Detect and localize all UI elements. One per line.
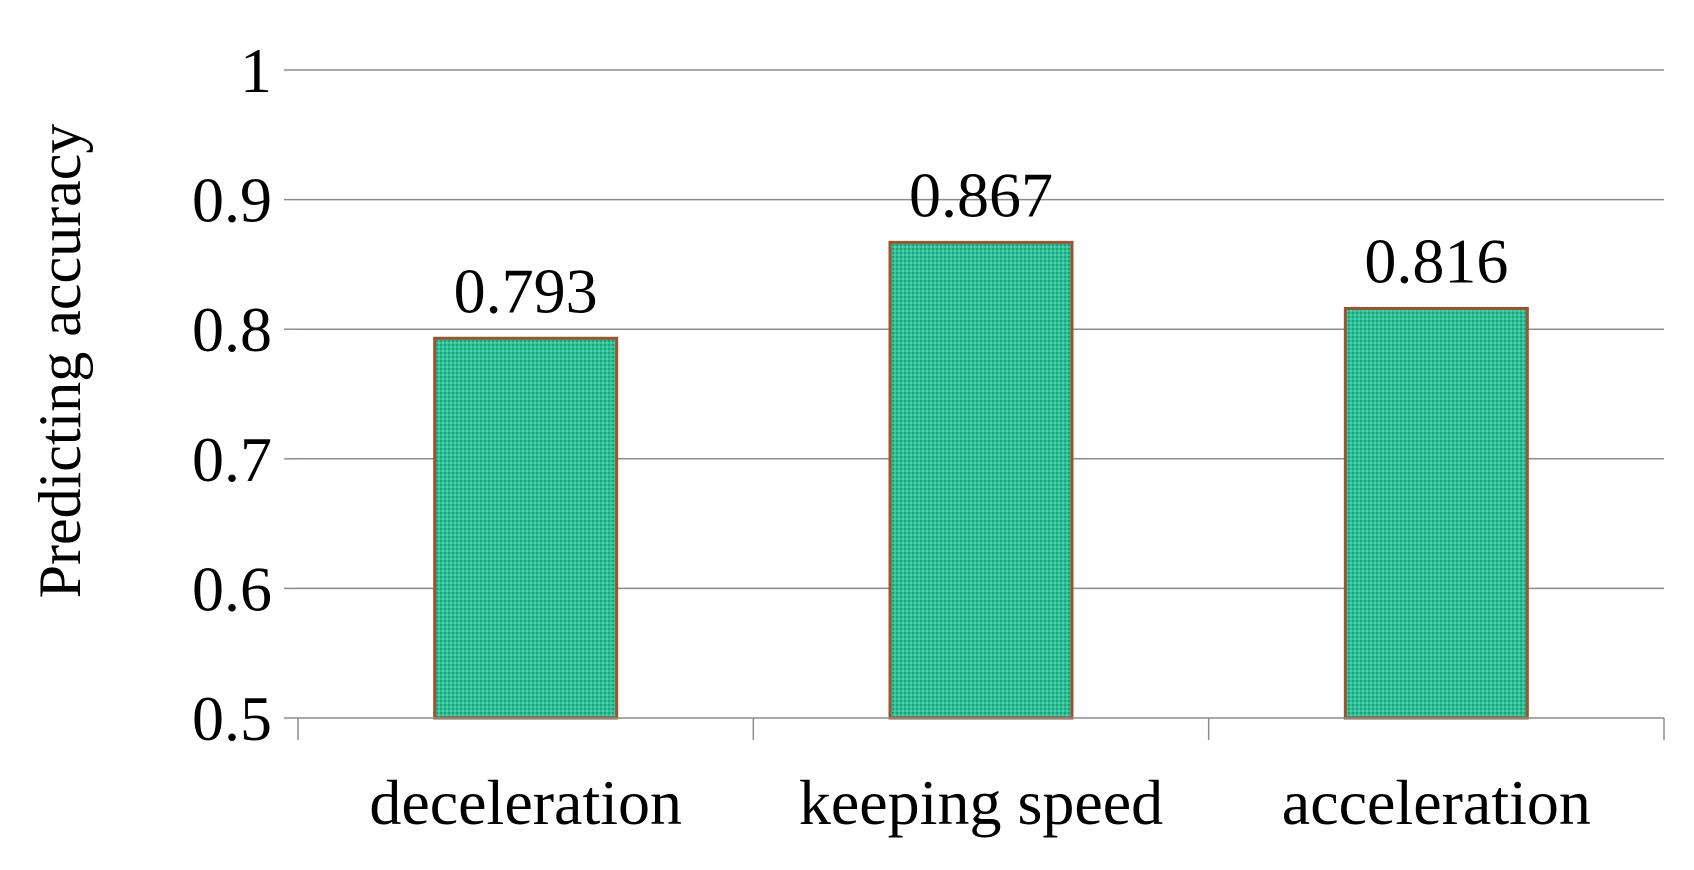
- y-tick-label: 0.5: [192, 683, 272, 754]
- data-label: 0.867: [909, 159, 1053, 230]
- bars: [433, 240, 1529, 720]
- category-label: deceleration: [369, 767, 682, 838]
- bar-deceleration: [433, 336, 619, 720]
- axes: [284, 69, 1665, 740]
- data-label: 0.793: [454, 255, 598, 326]
- y-tick-label: 0.8: [192, 294, 272, 365]
- data-labels: 0.793 0.867 0.816: [454, 159, 1509, 326]
- category-labels: deceleration keeping speed acceleration: [369, 767, 1591, 838]
- y-tick-labels: 0.5 0.6 0.7 0.8 0.9 1: [192, 35, 272, 754]
- category-label: acceleration: [1282, 767, 1591, 838]
- bar-acceleration: [1343, 306, 1529, 720]
- y-tick-label: 1: [240, 35, 272, 106]
- bar-keeping-speed: [888, 240, 1074, 720]
- y-axis-title: Predicting accuracy: [27, 124, 93, 599]
- category-label: keeping speed: [799, 767, 1163, 838]
- y-tick-label: 0.7: [192, 424, 272, 495]
- y-tick-label: 0.9: [192, 165, 272, 236]
- y-tick-label: 0.6: [192, 553, 272, 624]
- data-label: 0.816: [1364, 225, 1508, 296]
